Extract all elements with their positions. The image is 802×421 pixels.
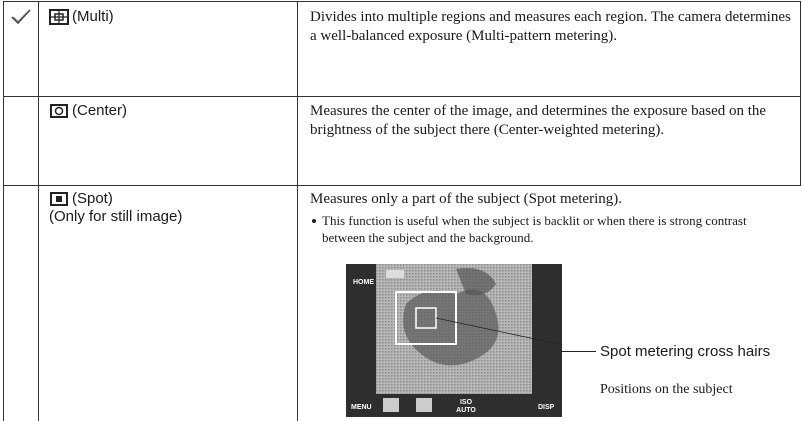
multi-icon [49, 9, 69, 25]
bullet-dot [312, 219, 316, 223]
description: Measures only a part of the subject (Spo… [310, 191, 622, 207]
table-border [3, 1, 801, 2]
screen-label: ISO [460, 399, 473, 406]
mode-label: (Center) [72, 102, 128, 119]
mode-label: (Spot) [72, 190, 113, 207]
callout-line [562, 351, 596, 352]
screen-label: MENU [351, 404, 372, 411]
description: Measures the center of the image, and de… [310, 103, 767, 138]
table-border [3, 1, 4, 421]
screen-label: AUTO [456, 407, 476, 414]
mode-label: (Multi) [72, 8, 114, 25]
column-divider [38, 1, 39, 421]
callout-title: Spot metering cross hairs [600, 343, 771, 360]
row-divider [3, 185, 801, 186]
description: Divides into multiple regions and measur… [310, 9, 791, 44]
camera-screen: HOME MENU ISO AUTO DISP [346, 264, 562, 417]
row-divider [3, 96, 801, 97]
bullet-text: This function is useful when the subject… [322, 213, 747, 245]
center-icon [50, 104, 68, 118]
mode-note: (Only for still image) [49, 208, 183, 225]
screen-label: DISP [538, 404, 555, 411]
screen-label: HOME [353, 279, 374, 286]
bullet-note: This function is useful when the subject… [310, 212, 792, 246]
table-border [800, 1, 801, 185]
column-divider [297, 1, 298, 421]
spot-icon [50, 192, 68, 206]
default-check-icon [11, 9, 31, 25]
callout-detail: Positions on the subject [600, 382, 733, 397]
